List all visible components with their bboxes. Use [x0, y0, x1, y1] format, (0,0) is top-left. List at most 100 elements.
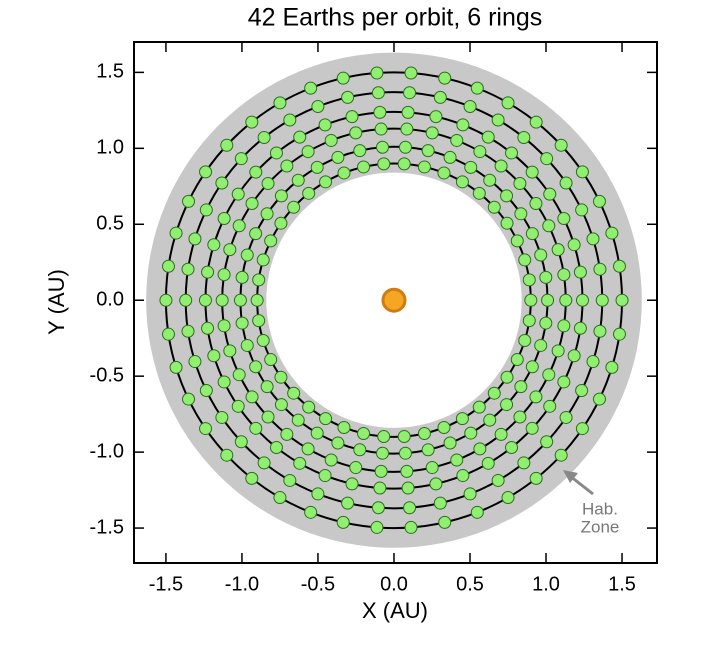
planet	[220, 448, 234, 462]
planet	[551, 243, 565, 257]
planet	[481, 456, 495, 470]
planet	[398, 140, 412, 154]
planet	[559, 410, 573, 424]
planet	[235, 316, 249, 330]
planet	[433, 496, 447, 510]
planet	[188, 355, 202, 369]
planet	[374, 122, 388, 136]
planet	[403, 86, 417, 100]
planet	[540, 152, 554, 166]
x-tick-label: -0.5	[301, 573, 335, 595]
planet	[207, 238, 221, 252]
planet	[234, 435, 248, 449]
planet	[301, 442, 315, 456]
planet	[234, 152, 248, 166]
planet	[291, 413, 305, 427]
planet	[500, 189, 514, 203]
planet	[525, 227, 539, 241]
planet	[207, 349, 221, 363]
planet	[557, 375, 571, 389]
planet	[280, 427, 294, 441]
planet	[349, 461, 363, 475]
planet	[481, 130, 495, 144]
planet	[463, 487, 477, 501]
planet	[274, 398, 288, 412]
planet	[433, 90, 447, 104]
y-tick-label: 0.0	[96, 289, 124, 311]
planet	[181, 262, 195, 276]
planet	[437, 420, 451, 434]
planet	[337, 166, 351, 180]
planet	[510, 234, 524, 248]
planet	[540, 435, 554, 449]
planet	[525, 360, 539, 374]
planet	[274, 189, 288, 203]
planet	[425, 126, 439, 140]
planet	[586, 232, 600, 246]
planet	[491, 473, 505, 487]
planet	[245, 115, 259, 129]
planet	[269, 146, 283, 160]
planet	[371, 501, 385, 515]
planet	[223, 344, 237, 358]
planet	[273, 96, 287, 110]
planet	[443, 150, 457, 164]
planet	[400, 464, 414, 478]
planet	[269, 440, 283, 454]
planet	[500, 370, 514, 384]
planet	[397, 430, 411, 444]
planet	[575, 203, 589, 217]
planet	[324, 453, 338, 467]
planet	[376, 446, 390, 460]
planet	[505, 440, 519, 454]
planet	[513, 176, 527, 190]
planet	[336, 515, 350, 529]
planet	[567, 349, 581, 363]
planet	[534, 248, 548, 262]
x-tick-label: 0.0	[380, 573, 408, 595]
planet	[250, 293, 264, 307]
arrow-shaft	[569, 474, 594, 496]
planet	[567, 238, 581, 252]
planet	[438, 515, 452, 529]
planet	[456, 469, 470, 483]
planet	[472, 400, 486, 414]
x-tick-label: -1.5	[149, 573, 183, 595]
planet	[539, 316, 553, 330]
planet	[341, 496, 355, 510]
planet	[374, 464, 388, 478]
planet	[522, 314, 536, 328]
planet	[557, 268, 571, 282]
planet	[256, 253, 270, 267]
planet	[260, 207, 274, 221]
planet	[612, 259, 626, 273]
planet	[201, 265, 215, 279]
x-tick-label: 1.0	[532, 573, 560, 595]
planet	[525, 421, 539, 435]
planet	[573, 265, 587, 279]
planet	[319, 412, 333, 426]
planet	[514, 380, 528, 394]
planet	[273, 491, 287, 505]
planet	[534, 338, 548, 352]
planet	[494, 159, 508, 173]
planet	[249, 421, 263, 435]
planet	[198, 293, 212, 307]
planet	[522, 273, 536, 287]
planet	[302, 400, 316, 414]
planet	[260, 380, 274, 394]
planet	[302, 186, 316, 200]
planet	[514, 207, 528, 221]
planet	[586, 355, 600, 369]
planet	[232, 219, 246, 233]
planet	[397, 157, 411, 171]
planet	[249, 165, 263, 179]
planet	[576, 293, 590, 307]
planet	[487, 386, 501, 400]
planet	[161, 259, 175, 273]
planet	[605, 226, 619, 240]
planet	[252, 314, 266, 328]
planet	[525, 165, 539, 179]
planet	[161, 327, 175, 341]
planet	[310, 160, 324, 174]
